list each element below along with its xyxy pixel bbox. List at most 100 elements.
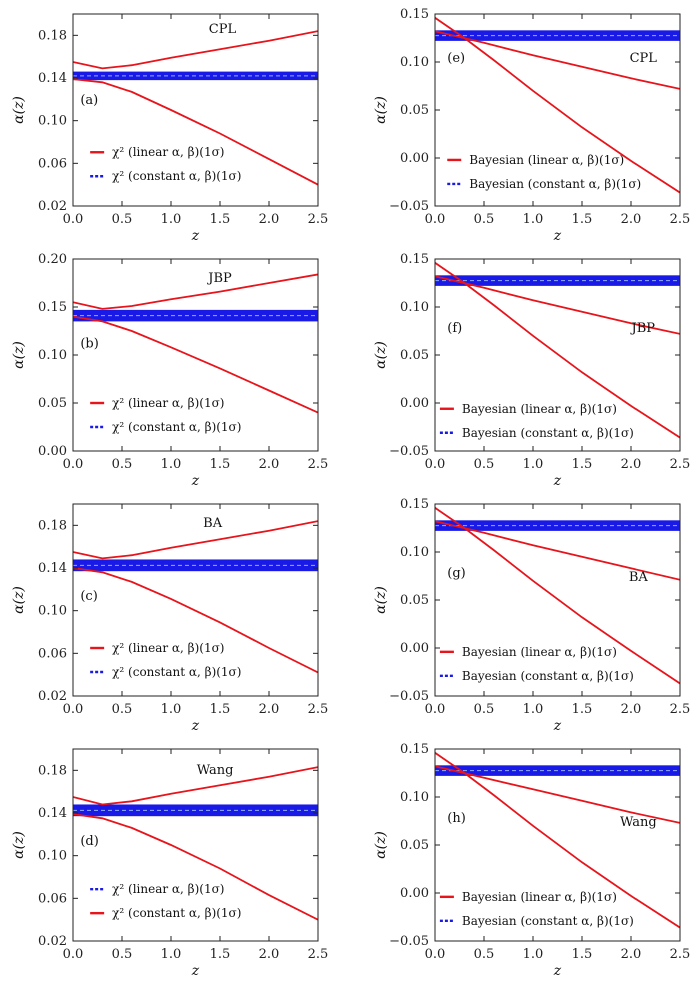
x-tick-label: 0.0 (63, 212, 84, 227)
x-axis-label: z (191, 473, 200, 489)
legend-label: χ² (linear α, β)(1σ) (112, 145, 224, 159)
y-tick-label: 0.10 (38, 849, 67, 864)
x-tick-label: 0.5 (112, 457, 133, 472)
x-tick-label: 1.0 (523, 212, 544, 227)
y-tick-label: 0.15 (400, 497, 429, 512)
chart-panel-b: 0.0 0.5 1.0 1.5 2.0 2.5 0.00 0.05 0.10 0.15 0.20 z α… (11, 252, 328, 489)
x-tick-label: 0.5 (112, 702, 133, 717)
x-tick-label: 1.0 (523, 947, 544, 962)
x-tick-label: 1.5 (210, 702, 231, 717)
y-tick-label: 0.15 (400, 252, 429, 267)
y-tick-label: 0.05 (400, 593, 429, 608)
x-tick-label: 0.5 (112, 947, 133, 962)
chart-title: CPL (630, 51, 658, 66)
y-tick-label: 0.02 (38, 689, 67, 704)
y-tick-label: 0.05 (38, 396, 67, 411)
x-tick-label: 1.0 (523, 702, 544, 717)
chart-panel-d: 0.0 0.5 1.0 1.5 2.0 2.5 0.02 0.06 0.10 0.14 0.18 z α… (11, 748, 329, 979)
legend-label: χ² (linear α, β)(1σ) (112, 882, 224, 896)
y-tick-label: 0.06 (38, 156, 67, 171)
x-tick-label: 1.0 (161, 212, 182, 227)
y-tick-label: 0.00 (400, 151, 429, 166)
x-tick-label: 0.5 (112, 212, 133, 227)
legend-label: χ² (constant α, β)(1σ) (112, 420, 241, 434)
series-line-2 (435, 752, 680, 929)
x-axis-label: z (553, 473, 562, 489)
panel-tag: (c) (80, 589, 97, 604)
x-tick-label: 0.5 (474, 702, 495, 717)
legend-label: χ² (linear α, β)(1σ) (112, 396, 224, 410)
series-line-2 (435, 17, 680, 194)
y-tick-label: 0.05 (400, 348, 429, 363)
y-tick-label: 0.00 (400, 641, 429, 656)
x-tick-label: 0.5 (474, 947, 495, 962)
x-tick-label: 0.0 (425, 947, 446, 962)
x-tick-label: 0.0 (425, 457, 446, 472)
x-tick-label: 2.0 (259, 457, 280, 472)
x-tick-label: 1.5 (210, 212, 231, 227)
x-tick-label: 0.0 (425, 702, 446, 717)
series-line-2 (73, 567, 318, 674)
y-tick-label: 0.06 (38, 646, 67, 661)
panel-tag: (h) (447, 811, 466, 826)
y-tick-label: 0.00 (38, 444, 67, 459)
x-tick-label: 1.0 (161, 457, 182, 472)
panel-tag: (e) (447, 51, 465, 66)
x-tick-label: 2.5 (308, 457, 329, 472)
y-tick-label: 0.18 (38, 763, 67, 778)
legend-label: χ² (constant α, β)(1σ) (112, 665, 241, 679)
panel-tag: (g) (447, 566, 465, 581)
y-axis-label: α(z) (373, 96, 389, 124)
series-line-2 (435, 262, 680, 439)
y-tick-label: 0.10 (38, 604, 67, 619)
x-tick-label: 1.5 (572, 212, 593, 227)
y-tick-label: −0.05 (389, 689, 429, 704)
x-tick-label: 2.0 (621, 702, 642, 717)
x-tick-label: 0.0 (425, 212, 446, 227)
y-tick-label: 0.02 (38, 199, 67, 214)
x-tick-label: 2.0 (259, 947, 280, 962)
y-tick-label: 0.15 (400, 7, 429, 22)
y-tick-label: 0.10 (400, 55, 429, 70)
legend-label: Bayesian (linear α, β)(1σ) (462, 890, 617, 904)
y-tick-label: 0.00 (400, 396, 429, 411)
x-axis-label: z (191, 228, 200, 244)
y-axis-label: α(z) (11, 96, 27, 124)
y-axis-label: α(z) (11, 341, 27, 369)
chart-panel-a: 0.0 0.5 1.0 1.5 2.0 2.5 0.02 0.06 0.10 0.14 0.18 z α… (11, 13, 329, 244)
x-tick-label: 2.5 (670, 457, 691, 472)
series-line-1 (73, 766, 318, 806)
y-tick-label: 0.05 (400, 103, 429, 118)
legend-label: Bayesian (constant α, β)(1σ) (462, 669, 634, 683)
x-axis-label: z (553, 963, 562, 979)
x-tick-label: 1.5 (572, 702, 593, 717)
y-axis-label: α(z) (373, 341, 389, 369)
chart-title: BA (629, 570, 649, 585)
x-axis-label: z (553, 228, 562, 244)
chart-panel-f: 0.0 0.5 1.0 1.5 2.0 2.5 −0.05 0.00 0.05 0.10 0.15 z… (373, 252, 690, 489)
x-tick-label: 0.0 (63, 702, 84, 717)
series-line-2 (73, 813, 318, 921)
plot-frame (72, 503, 319, 697)
panel-tag: (a) (80, 93, 98, 108)
chart-panel-c: 0.0 0.5 1.0 1.5 2.0 2.5 0.02 0.06 0.10 0.14 0.18 z α… (11, 503, 328, 734)
x-tick-label: 2.5 (670, 702, 691, 717)
legend-label: Bayesian (constant α, β)(1σ) (469, 177, 641, 191)
chart-title: JBP (629, 321, 655, 336)
y-tick-label: −0.05 (389, 934, 429, 949)
x-tick-label: 1.5 (572, 947, 593, 962)
y-tick-label: 0.14 (38, 806, 67, 821)
series-line-1 (73, 520, 318, 560)
y-tick-label: 0.10 (400, 300, 429, 315)
x-tick-label: 2.5 (670, 947, 691, 962)
x-tick-label: 2.5 (308, 947, 329, 962)
x-tick-label: 2.5 (308, 212, 329, 227)
y-tick-label: 0.14 (38, 561, 67, 576)
y-tick-label: 0.15 (38, 300, 67, 315)
y-tick-label: −0.05 (389, 199, 429, 214)
chart-panel-g: 0.0 0.5 1.0 1.5 2.0 2.5 −0.05 0.00 0.05 0.10 0.15 z… (373, 497, 690, 734)
series-line-2 (435, 507, 680, 685)
x-tick-label: 2.5 (670, 212, 691, 227)
y-axis-label: α(z) (373, 831, 389, 859)
